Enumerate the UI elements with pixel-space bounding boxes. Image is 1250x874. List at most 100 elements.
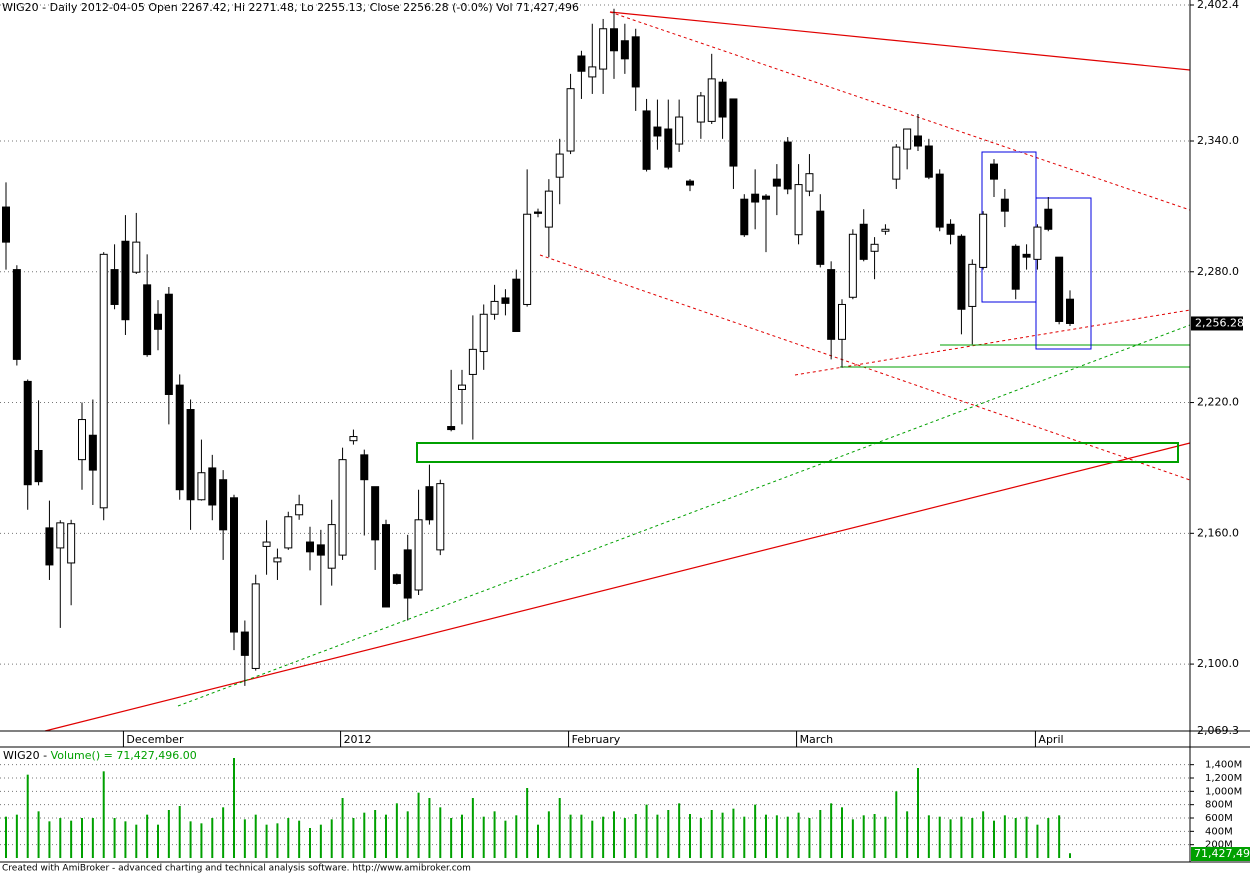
candle-body: [599, 28, 608, 70]
volume-bar: [222, 807, 225, 858]
volume-bar: [319, 824, 322, 858]
candle-body: [892, 146, 901, 180]
candle-body: [588, 66, 597, 78]
candle-body: [577, 55, 586, 72]
last-volume-label: 71,427,49: [1194, 847, 1250, 860]
candle-body: [154, 313, 162, 330]
candle-body: [631, 36, 640, 88]
candle-body: [859, 223, 868, 260]
volume-bar: [591, 820, 594, 858]
candle-body: [230, 497, 238, 633]
volume-bar: [70, 820, 73, 858]
y-tick-label: 1,400M: [1205, 760, 1242, 771]
drawings: [44, 11, 1191, 732]
volume-bar: [493, 811, 496, 858]
candle-body: [197, 472, 206, 501]
volume-bar: [515, 815, 518, 858]
pattern-box: [1035, 197, 1092, 350]
candle-body: [45, 527, 54, 566]
y-tick-label: 600M: [1205, 813, 1233, 824]
candle-body: [1044, 208, 1053, 230]
volume-bar: [482, 816, 485, 858]
candle-body: [957, 235, 966, 310]
candle-body: [186, 409, 195, 501]
candle-body: [946, 223, 955, 235]
candle-body: [12, 269, 21, 360]
volume-bar: [461, 814, 463, 858]
candle-body: [501, 297, 510, 304]
volume-bar: [395, 803, 398, 858]
candle-body: [566, 88, 575, 152]
x-tick-label: December: [126, 733, 184, 746]
candle-body: [23, 380, 32, 486]
x-tick-label: February: [572, 733, 621, 746]
volume-bar: [200, 823, 203, 858]
trend-line: [794, 309, 1191, 376]
volume-title-text: Volume() = 71,427,496.00: [51, 749, 197, 762]
volume-bar: [189, 821, 192, 858]
volume-bar: [363, 812, 366, 858]
volume-bar: [124, 821, 127, 858]
candle-body: [805, 173, 814, 192]
candle-body: [56, 522, 65, 549]
y-tick-label: 1,000M: [1205, 786, 1242, 797]
candle-body: [371, 486, 380, 541]
candle-body: [903, 128, 912, 150]
volume-bar: [15, 814, 18, 858]
volume-bar: [797, 812, 800, 858]
volume-bar: [26, 774, 29, 858]
volume-bar: [656, 814, 659, 858]
volume-bar: [960, 816, 963, 858]
candle-body: [240, 631, 249, 656]
volume-bar: [895, 791, 898, 858]
candle-body: [642, 110, 651, 170]
candle-body: [935, 173, 944, 228]
candle-body: [251, 583, 260, 669]
volume-bar: [743, 816, 746, 858]
volume-bar: [678, 803, 681, 858]
candle-body: [295, 504, 304, 516]
candle-body: [653, 126, 662, 137]
candle-body: [110, 269, 119, 305]
candle-body: [772, 178, 781, 187]
candle-body: [219, 479, 228, 531]
volume-bar: [37, 811, 40, 858]
candle-body: [262, 541, 271, 547]
candle-body: [1022, 253, 1031, 258]
trend-line: [609, 11, 1191, 211]
candle-body: [479, 313, 488, 353]
candle-body: [610, 28, 618, 52]
volume-bar: [732, 808, 735, 858]
candle-body: [67, 523, 76, 564]
candle-body: [794, 184, 803, 236]
candle-body: [718, 81, 727, 118]
candle-body: [414, 519, 423, 591]
volume-bar: [417, 792, 420, 858]
volume-bar: [808, 818, 811, 858]
candle-body: [34, 449, 43, 483]
candle-body: [816, 210, 825, 265]
volume-bar: [1047, 818, 1050, 858]
volume-bar: [48, 821, 51, 858]
volume-bar: [439, 807, 442, 858]
volume-bar: [243, 819, 246, 858]
volume-bar: [254, 814, 257, 858]
volume-bar: [406, 811, 409, 858]
candle-body: [327, 524, 336, 569]
candle-body: [1011, 245, 1020, 290]
volume-bar: [623, 818, 626, 858]
candle-body: [924, 145, 933, 178]
volume-bar: [558, 798, 561, 858]
last-price-box: [1191, 316, 1243, 331]
volume-bar: [135, 824, 138, 858]
volume-bar: [341, 798, 344, 858]
volume-bar: [602, 816, 605, 858]
volume-bar: [1069, 853, 1071, 858]
candle-body: [164, 293, 173, 395]
volume-bar: [428, 798, 431, 858]
candle-body: [338, 459, 347, 556]
volume-bar: [309, 828, 311, 858]
candle-body: [121, 240, 130, 321]
